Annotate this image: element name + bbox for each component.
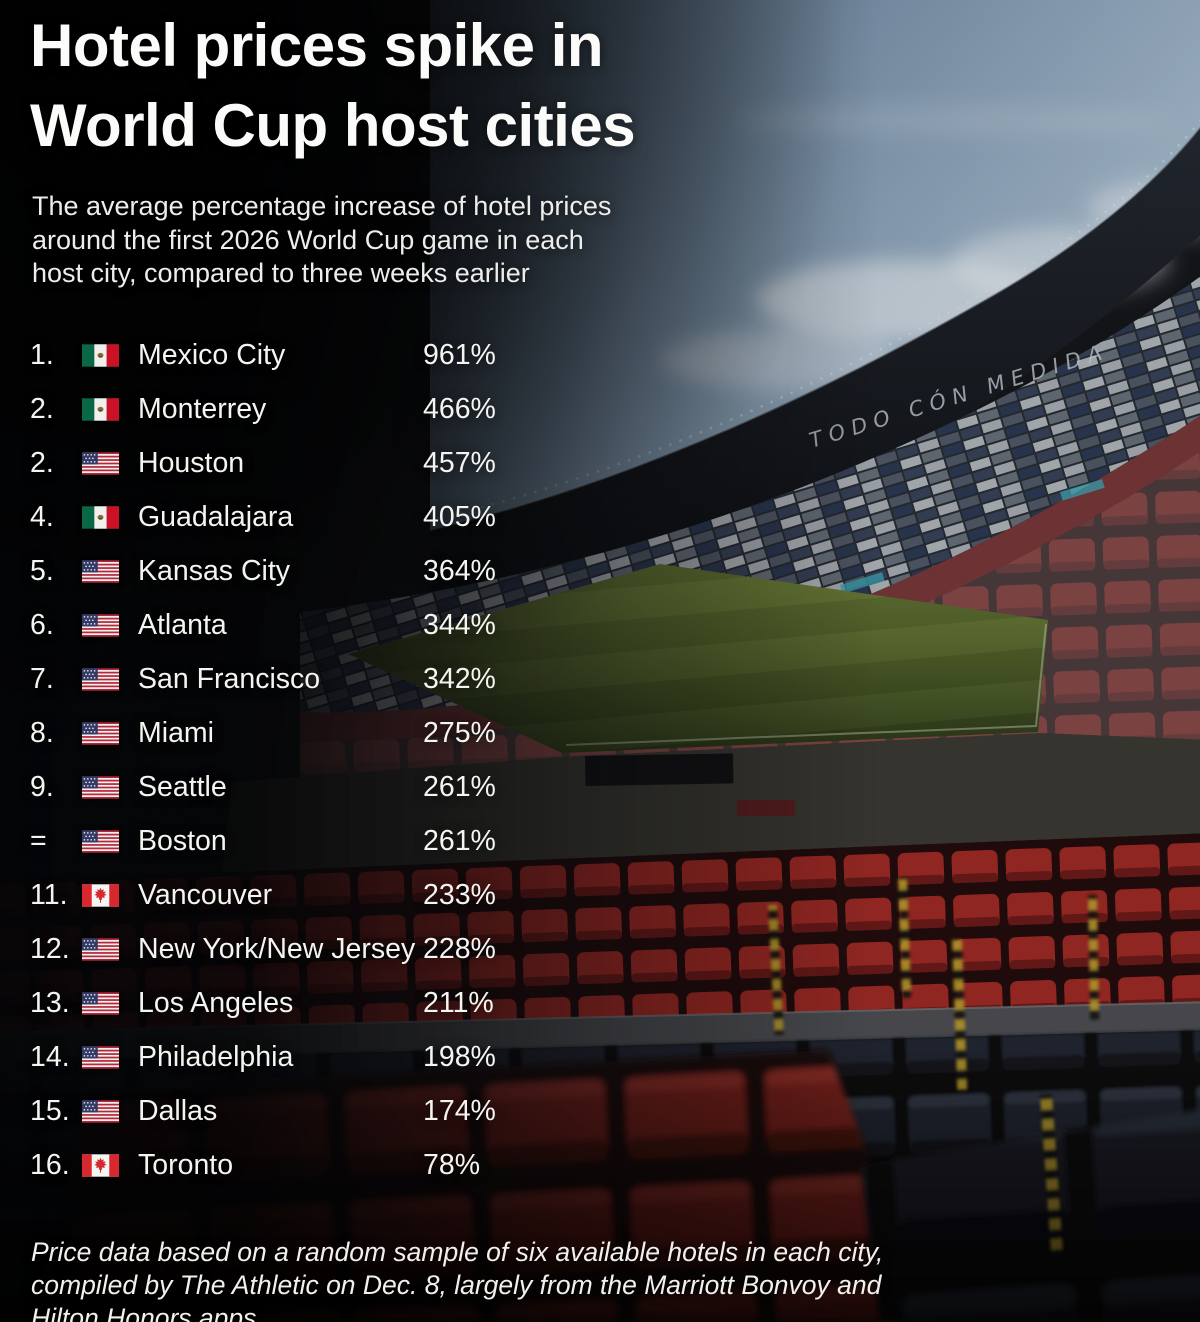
city-name: Seattle	[138, 770, 227, 803]
price-increase-value: 405%	[423, 500, 496, 533]
price-increase-value: 198%	[423, 1040, 496, 1073]
rank-label: 1.	[30, 338, 54, 371]
list-item: 12. New York/New Jersey 228%	[0, 922, 1200, 976]
rank-label: 7.	[30, 662, 54, 695]
mexico-flag-icon	[82, 397, 119, 421]
canada-flag-icon	[82, 883, 119, 907]
usa-flag-icon	[82, 451, 119, 475]
rank-label: 11.	[30, 878, 68, 911]
rank-label: 12.	[30, 932, 70, 965]
rank-label: 6.	[30, 608, 54, 641]
list-item: 16. Toronto 78%	[0, 1138, 1200, 1192]
list-item: 6. Atlanta 344%	[0, 598, 1200, 652]
price-increase-value: 211%	[423, 986, 494, 1019]
city-name: New York/New Jersey	[138, 932, 416, 965]
list-item: = Boston 261%	[0, 814, 1200, 868]
usa-flag-icon	[82, 991, 119, 1015]
rank-label: 4.	[30, 500, 54, 533]
mexico-flag-icon	[82, 343, 119, 367]
price-increase-value: 364%	[423, 554, 496, 587]
price-increase-value: 78%	[423, 1148, 481, 1181]
price-increase-value: 174%	[423, 1094, 496, 1127]
price-increase-value: 466%	[423, 392, 496, 425]
city-name: Atlanta	[138, 608, 227, 641]
rank-label: 9.	[30, 770, 54, 803]
text-line: The average percentage increase of hotel…	[32, 191, 612, 221]
price-increase-value: 261%	[423, 770, 496, 803]
rank-label: 2.	[30, 392, 54, 425]
usa-flag-icon	[82, 829, 119, 853]
rank-label: 13.	[30, 986, 70, 1019]
rank-label: 15.	[30, 1094, 70, 1127]
usa-flag-icon	[82, 937, 119, 961]
list-item: 5. Kansas City 364%	[0, 544, 1200, 598]
mexico-flag-icon	[82, 505, 119, 529]
city-name: Mexico City	[138, 338, 286, 371]
city-name: Miami	[138, 716, 214, 749]
list-item: 13. Los Angeles 211%	[0, 976, 1200, 1030]
title-line-1: Hotel prices spike in	[30, 12, 604, 79]
page-title: Hotel prices spike in World Cup host cit…	[30, 6, 636, 166]
usa-flag-icon	[82, 1045, 119, 1069]
text-line: around the first 2026 World Cup game in …	[32, 224, 584, 255]
city-name: Dallas	[138, 1094, 218, 1127]
price-increase-value: 344%	[423, 608, 496, 641]
usa-flag-icon	[82, 1099, 119, 1123]
list-item: 2. Houston 457%	[0, 436, 1200, 490]
list-item: 15. Dallas 174%	[0, 1084, 1200, 1138]
list-item: 4. Guadalajara 405%	[0, 490, 1200, 544]
canada-flag-icon	[82, 1153, 119, 1177]
rank-label: 5.	[30, 554, 54, 587]
price-increase-value: 342%	[423, 662, 496, 695]
city-name: Los Angeles	[138, 986, 294, 1019]
city-name: Philadelphia	[138, 1040, 294, 1073]
city-name: Boston	[138, 824, 227, 857]
list-item: 9. Seattle 261%	[0, 760, 1200, 814]
rank-label: =	[30, 824, 47, 857]
city-name: San Francisco	[138, 662, 321, 695]
list-item: 14. Philadelphia 198%	[0, 1030, 1200, 1084]
usa-flag-icon	[82, 667, 119, 691]
title-line-2: World Cup host cities	[30, 92, 636, 159]
city-name: Houston	[138, 446, 245, 479]
price-increase-value: 261%	[423, 824, 496, 857]
price-increase-value: 457%	[423, 446, 496, 479]
footnote: Price data based on a random sample of s…	[31, 1236, 883, 1322]
list-item: 7. San Francisco 342%	[0, 652, 1200, 706]
text-line: compiled by The Athletic on Dec. 8, larg…	[31, 1270, 882, 1300]
price-increase-value: 275%	[423, 716, 496, 749]
list-item: 11. Vancouver 233%	[0, 868, 1200, 922]
rank-label: 14.	[30, 1040, 70, 1073]
city-name: Monterrey	[138, 392, 267, 425]
text-line: host city, compared to three weeks earli…	[32, 258, 530, 288]
city-name: Kansas City	[138, 554, 291, 587]
price-increase-value: 961%	[423, 338, 496, 371]
list-item: 8. Miami 275%	[0, 706, 1200, 760]
usa-flag-icon	[82, 613, 119, 637]
rank-label: 16.	[30, 1148, 70, 1181]
usa-flag-icon	[82, 559, 119, 583]
rank-label: 8.	[30, 716, 54, 749]
city-name: Guadalajara	[138, 500, 294, 533]
city-name: Toronto	[138, 1148, 234, 1181]
text-line: Hilton Honors apps	[31, 1303, 257, 1322]
list-item: 2. Monterrey 466%	[0, 382, 1200, 436]
usa-flag-icon	[82, 721, 119, 745]
price-increase-value: 228%	[423, 932, 496, 965]
price-increase-value: 233%	[423, 878, 496, 911]
ranking-list: 1. Mexico City 961% 2. Monterrey 466% 2.…	[0, 328, 1200, 1192]
rank-label: 2.	[30, 446, 54, 479]
city-name: Vancouver	[138, 878, 273, 911]
subtitle: The average percentage increase of hotel…	[32, 190, 611, 291]
bottom-shade	[0, 1050, 1200, 1322]
list-item: 1. Mexico City 961%	[0, 328, 1200, 382]
usa-flag-icon	[82, 775, 119, 799]
text-line: Price data based on a random sample of s…	[31, 1237, 884, 1267]
